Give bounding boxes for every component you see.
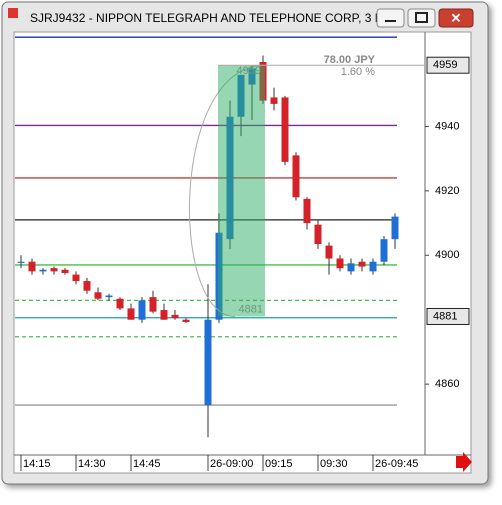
y-tick-label: 4900	[435, 249, 459, 261]
minimize-button[interactable]	[376, 8, 405, 28]
candle-body	[358, 261, 366, 267]
scroll-arrow[interactable]	[456, 452, 472, 472]
candle-body	[369, 261, 377, 272]
candle-body	[325, 245, 333, 259]
measure-box	[218, 65, 265, 317]
x-tick-label: 09:30	[320, 458, 348, 470]
candle-body	[182, 319, 190, 322]
candle-body	[336, 258, 344, 269]
candle-body	[116, 298, 124, 309]
y-tick-label: 4940	[435, 120, 459, 132]
x-tick-label: 14:15	[23, 458, 51, 470]
candle-body	[204, 319, 212, 406]
candle-body	[50, 268, 58, 272]
candle-body	[138, 300, 146, 320]
candle-body	[105, 295, 113, 298]
measure-to-label: 4959	[237, 65, 261, 77]
x-tick-label: 14:45	[133, 458, 161, 470]
measure-from-label: 4881	[239, 303, 263, 315]
candle-body	[39, 269, 47, 272]
close-icon: ✕	[451, 10, 462, 25]
candle-body	[171, 314, 179, 319]
candle-body	[270, 97, 278, 104]
price-marker-label: 4881	[433, 310, 457, 322]
candle-body	[127, 308, 135, 320]
price-marker	[426, 307, 470, 325]
candle-body	[17, 261, 25, 263]
price-marker	[426, 56, 470, 74]
candle-body	[303, 198, 311, 224]
window-title: SJRJ9432 - NIPPON TELEGRAPH AND TELEPHON…	[30, 11, 394, 25]
x-tick-label: 14:30	[78, 458, 106, 470]
measure-percent: 1.60 %	[341, 66, 375, 78]
maximize-icon	[415, 12, 428, 23]
candle-body	[61, 269, 69, 273]
candle-body	[292, 155, 300, 198]
candle-body	[160, 310, 168, 320]
y-tick-label: 4920	[435, 185, 459, 197]
measure-change: 78.00 JPY	[324, 54, 376, 66]
y-tick-label: 4860	[435, 378, 459, 390]
x-tick-label: 09:15	[265, 458, 293, 470]
candle-body	[391, 216, 399, 240]
candle-body	[83, 281, 91, 291]
window-buttons[interactable]: ✕	[376, 8, 474, 28]
x-tick-label: 26-09:00	[210, 458, 253, 470]
price-marker-label: 4959	[433, 59, 457, 71]
candle-body	[347, 263, 355, 272]
candle-body	[28, 261, 36, 272]
candle-body	[380, 239, 388, 262]
candle-body	[314, 224, 322, 244]
maximize-button[interactable]	[407, 8, 436, 28]
candle-body	[149, 297, 157, 312]
x-tick-label: 26-09:45	[375, 458, 418, 470]
app-icon	[8, 8, 18, 18]
candle-body	[281, 97, 289, 162]
candle-body	[94, 292, 102, 299]
candle-body	[72, 274, 80, 282]
close-button[interactable]	[438, 8, 474, 28]
